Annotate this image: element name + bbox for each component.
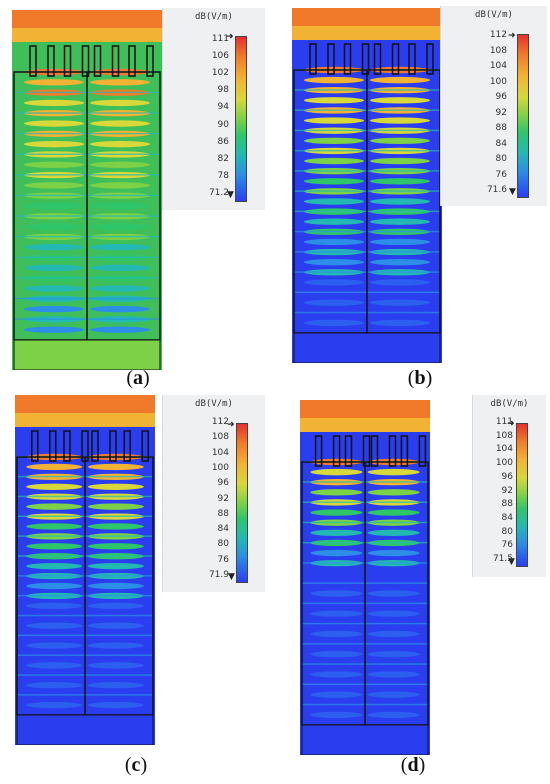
colorbar-tick: 94 [217, 102, 229, 113]
max-marker-b: ➜ [508, 31, 516, 41]
field-plot-d [300, 400, 430, 755]
colorbar-c [236, 423, 248, 583]
colorbar-tick: 76 [217, 554, 229, 565]
colorbar-tick: 96 [495, 92, 507, 102]
colorbar-tick: 100 [489, 76, 507, 87]
legend-unit-b: dB(V/m) [475, 10, 513, 20]
legend-card-d: dB(V/m) ➜ ▼ 111 108 104 100 96 92 88 84 80 76 71.5 [472, 395, 546, 577]
max-marker-d: ➜ [507, 419, 515, 429]
field-plot-a [12, 10, 162, 370]
field-plot-c [15, 395, 155, 745]
colorbar-tick: 100 [495, 458, 513, 469]
legend-unit-a: dB(V/m) [195, 12, 233, 22]
min-marker-b: ▼ [509, 187, 516, 197]
colorbar-tick: 80 [501, 526, 513, 537]
colorbar-tick: 102 [211, 68, 229, 79]
colorbar-tick: 104 [211, 447, 229, 458]
panel-b: dB(V/m) ➜ ▼ 112 108 104 100 96 92 88 84 80 76 71.6… [275, 0, 550, 390]
colorbar-tick: 78 [217, 170, 229, 181]
caption-a: (a) [126, 367, 150, 389]
colorbar-tick: 84 [495, 138, 507, 149]
colorbar-tick: 100 [211, 462, 229, 473]
colorbar-tick: 104 [495, 444, 513, 455]
colorbar-tick: 111 [211, 34, 229, 44]
min-marker-d: ▼ [508, 557, 515, 567]
colorbar-tick: 108 [495, 430, 513, 441]
colorbar-tick: 71.2 [208, 188, 229, 198]
colorbar-tick: 106 [211, 51, 229, 62]
colorbar-tick: 96 [217, 478, 229, 489]
legend-card-a: dB(V/m) ➜ ▼ 111 106 102 98 94 90 86 82 78 71.2 [162, 8, 265, 210]
colorbar-tick: 112 [489, 30, 507, 40]
colorbar-tick: 76 [495, 169, 507, 180]
colorbar-tick: 90 [217, 119, 229, 130]
caption-b: (b) [407, 367, 433, 389]
legend-card-c: dB(V/m) ➜ ▼ 112 108 104 100 96 92 88 84 80 76 71.9 [162, 395, 265, 592]
colorbar-tick: 108 [489, 45, 507, 56]
colorbar-tick: 71.9 [208, 570, 229, 580]
colorbar-b [517, 34, 529, 198]
colorbar-tick: 84 [217, 524, 229, 535]
colorbar-tick: 104 [489, 61, 507, 71]
colorbar-tick: 98 [217, 85, 229, 96]
min-marker-a: ▼ [227, 190, 234, 200]
colorbar-tick: 80 [495, 154, 507, 164]
colorbar-a [235, 36, 247, 202]
panel-c: dB(V/m) ➜ ▼ 112 108 104 100 96 92 88 84 80 76 71.9… [0, 392, 270, 784]
field-plot-b [292, 8, 442, 363]
legend-unit-c: dB(V/m) [195, 399, 233, 409]
colorbar-tick: 80 [217, 539, 229, 550]
caption-c: (c) [124, 754, 148, 776]
colorbar-tick: 71.5 [492, 554, 513, 564]
legend-unit-d: dB(V/m) [490, 399, 529, 409]
panel-a: dB(V/m) ➜ ▼ 111 106 102 98 94 90 86 82 78 71.2 (a… [0, 0, 270, 390]
colorbar-tick: 88 [495, 123, 507, 133]
max-marker-c: ➜ [227, 420, 235, 430]
max-marker-a: ➜ [226, 32, 234, 42]
colorbar-tick: 108 [211, 432, 229, 443]
colorbar-tick: 92 [495, 107, 507, 118]
colorbar-tick: 96 [501, 471, 513, 482]
colorbar-tick: 111 [495, 417, 513, 427]
colorbar-tick: 71.6 [486, 185, 507, 195]
colorbar-tick: 84 [501, 512, 513, 523]
panel-d: dB(V/m) ➜ ▼ 111 108 104 100 96 92 88 84 80 76 71.5… [275, 392, 550, 784]
colorbar-tick: 88 [501, 499, 513, 510]
colorbar-tick: 88 [217, 508, 229, 519]
colorbar-tick: 112 [211, 417, 229, 427]
legend-card-b: dB(V/m) ➜ ▼ 112 108 104 100 96 92 88 84 80 76 71.6 [440, 6, 547, 206]
colorbar-tick: 76 [501, 540, 513, 551]
colorbar-tick: 92 [501, 485, 513, 496]
colorbar-d [516, 423, 528, 567]
colorbar-tick: 82 [217, 153, 229, 164]
colorbar-tick: 86 [217, 136, 229, 147]
min-marker-c: ▼ [228, 572, 235, 582]
colorbar-tick: 92 [217, 493, 229, 504]
caption-d: (d) [400, 754, 426, 776]
